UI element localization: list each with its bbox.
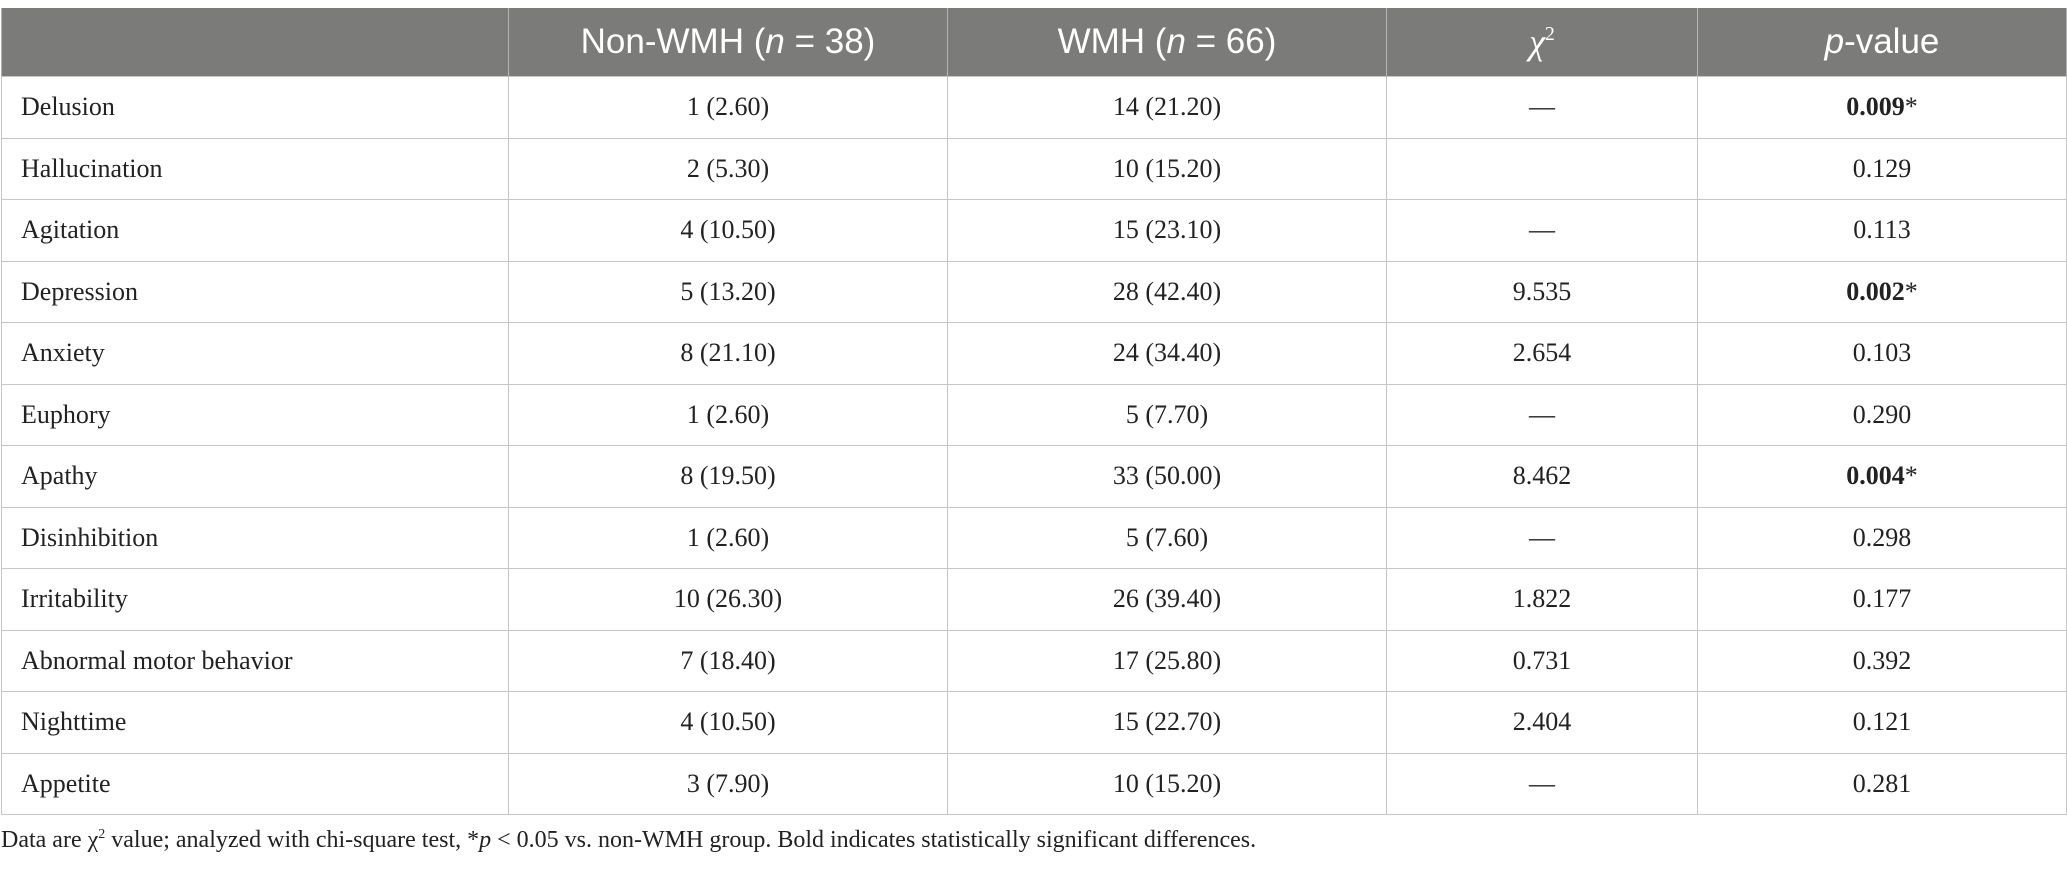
p-value-cell: 0.290 <box>1697 383 2067 446</box>
table-row: Depression 5 (13.20) 28 (42.40) 9.535 0.002* <box>1 260 2067 323</box>
table-row: Anxiety 8 (21.10) 24 (34.40) 2.654 0.103 <box>1 322 2067 385</box>
row-label-cell: Euphory <box>1 383 509 446</box>
row-label-cell: Apathy <box>1 445 509 508</box>
chi-square-cell: — <box>1386 199 1698 262</box>
p-value-cell: 0.281 <box>1697 752 2067 815</box>
chi-square-cell <box>1386 137 1698 200</box>
non-wmh-cell: 1 (2.60) <box>508 506 948 569</box>
wmh-cell: 15 (23.10) <box>947 199 1387 262</box>
table-row: Abnormal motor behavior 7 (18.40) 17 (25.8… <box>1 629 2067 692</box>
row-label-cell: Nighttime <box>1 691 509 754</box>
non-wmh-cell: 1 (2.60) <box>508 76 948 139</box>
chi-square-cell: — <box>1386 383 1698 446</box>
non-wmh-cell: 1 (2.60) <box>508 383 948 446</box>
p-value-cell: 0.177 <box>1697 568 2067 631</box>
p-value-text: 0.290 <box>1852 399 1912 429</box>
wmh-cell: 15 (22.70) <box>947 691 1387 754</box>
p-value-cell: 0.129 <box>1697 137 2067 200</box>
table-footnote: Data are χ2 value; analyzed with chi-squ… <box>1 827 1257 853</box>
wmh-cell: 10 (15.20) <box>947 752 1387 815</box>
non-wmh-cell: 7 (18.40) <box>508 629 948 692</box>
p-value-text: 0.103 <box>1852 338 1912 368</box>
table-row: Appetite 3 (7.90) 10 (15.20) — 0.281 <box>1 752 2067 815</box>
wmh-cell: 5 (7.60) <box>947 506 1387 569</box>
header-non-wmh: Non-WMH (n = 38) <box>508 8 948 77</box>
chi-square-cell: 8.462 <box>1386 445 1698 508</box>
chi-square-cell: — <box>1386 752 1698 815</box>
p-value-cell: 0.103 <box>1697 322 2067 385</box>
p-value-text: 0.392 <box>1852 645 1912 675</box>
table-row: Hallucination 2 (5.30) 10 (15.20) 0.129 <box>1 137 2067 200</box>
table-row: Apathy 8 (19.50) 33 (50.00) 8.462 0.004* <box>1 445 2067 508</box>
wmh-cell: 28 (42.40) <box>947 260 1387 323</box>
p-value-cell: 0.002* <box>1697 260 2067 323</box>
row-label-cell: Delusion <box>1 76 509 139</box>
non-wmh-cell: 10 (26.30) <box>508 568 948 631</box>
non-wmh-cell: 4 (10.50) <box>508 199 948 262</box>
table-row: Disinhibition 1 (2.60) 5 (7.60) — 0.298 <box>1 506 2067 569</box>
non-wmh-cell: 3 (7.90) <box>508 752 948 815</box>
chi-square-cell: 2.404 <box>1386 691 1698 754</box>
row-label-cell: Disinhibition <box>1 506 509 569</box>
p-value-text: 0.298 <box>1852 522 1912 552</box>
p-value-text: 0.129 <box>1852 153 1912 183</box>
non-wmh-cell: 2 (5.30) <box>508 137 948 200</box>
wmh-cell: 24 (34.40) <box>947 322 1387 385</box>
p-value-text: 0.004 <box>1846 461 1905 491</box>
wmh-cell: 14 (21.20) <box>947 76 1387 139</box>
row-label-cell: Appetite <box>1 752 509 815</box>
row-label-cell: Agitation <box>1 199 509 262</box>
wmh-cell: 17 (25.80) <box>947 629 1387 692</box>
header-p-value: p-value <box>1697 8 2067 77</box>
p-value-text: 0.002 <box>1846 276 1905 306</box>
non-wmh-cell: 8 (19.50) <box>508 445 948 508</box>
row-label-cell: Anxiety <box>1 322 509 385</box>
chi-square-cell: 9.535 <box>1386 260 1698 323</box>
wmh-cell: 26 (39.40) <box>947 568 1387 631</box>
row-label-cell: Irritability <box>1 568 509 631</box>
p-value-cell: 0.004* <box>1697 445 2067 508</box>
p-value-cell: 0.009* <box>1697 76 2067 139</box>
p-value-text: 0.177 <box>1852 584 1912 614</box>
non-wmh-cell: 8 (21.10) <box>508 322 948 385</box>
non-wmh-cell: 4 (10.50) <box>508 691 948 754</box>
p-value-text: 0.009 <box>1846 92 1905 122</box>
p-value-text: 0.113 <box>1853 215 1911 245</box>
p-value-text: 0.281 <box>1852 768 1912 798</box>
significance-marker: * <box>1904 276 1918 306</box>
p-value-cell: 0.113 <box>1697 199 2067 262</box>
table-header: Non-WMH (n = 38) WMH (n = 66) χ2 p-value <box>1 8 2067 77</box>
wmh-cell: 33 (50.00) <box>947 445 1387 508</box>
row-label-cell: Depression <box>1 260 509 323</box>
chi-square-cell: — <box>1386 506 1698 569</box>
significance-marker: * <box>1904 92 1918 122</box>
p-value-cell: 0.392 <box>1697 629 2067 692</box>
table-row: Agitation 4 (10.50) 15 (23.10) — 0.113 <box>1 199 2067 262</box>
table-row: Euphory 1 (2.60) 5 (7.70) — 0.290 <box>1 383 2067 446</box>
p-value-cell: 0.121 <box>1697 691 2067 754</box>
table-row: Nighttime 4 (10.50) 15 (22.70) 2.404 0.121 <box>1 691 2067 754</box>
results-table: Non-WMH (n = 38) WMH (n = 66) χ2 p-value… <box>1 8 2067 815</box>
chi-square-cell: 0.731 <box>1386 629 1698 692</box>
chi-square-cell: 1.822 <box>1386 568 1698 631</box>
header-wmh: WMH (n = 66) <box>947 8 1387 77</box>
row-label-cell: Hallucination <box>1 137 509 200</box>
header-row: Non-WMH (n = 38) WMH (n = 66) χ2 p-value <box>1 8 2067 77</box>
chi-square-cell: 2.654 <box>1386 322 1698 385</box>
table-row: Delusion 1 (2.60) 14 (21.20) —0.009* <box>1 76 2067 139</box>
table-body: Delusion 1 (2.60) 14 (21.20) —0.009* Halluci… <box>1 76 2067 815</box>
wmh-cell: 5 (7.70) <box>947 383 1387 446</box>
row-label-cell: Abnormal motor behavior <box>1 629 509 692</box>
header-label-column <box>1 8 509 77</box>
wmh-cell: 10 (15.20) <box>947 137 1387 200</box>
non-wmh-cell: 5 (13.20) <box>508 260 948 323</box>
significance-marker: * <box>1904 461 1918 491</box>
chi-square-cell: — <box>1386 76 1698 139</box>
header-chi-square: χ2 <box>1386 8 1698 77</box>
table-row: Irritability 10 (26.30) 26 (39.40) 1.822 0.1… <box>1 568 2067 631</box>
p-value-cell: 0.298 <box>1697 506 2067 569</box>
p-value-text: 0.121 <box>1852 707 1912 737</box>
results-table-container: Non-WMH (n = 38) WMH (n = 66) χ2 p-value… <box>1 8 2067 815</box>
